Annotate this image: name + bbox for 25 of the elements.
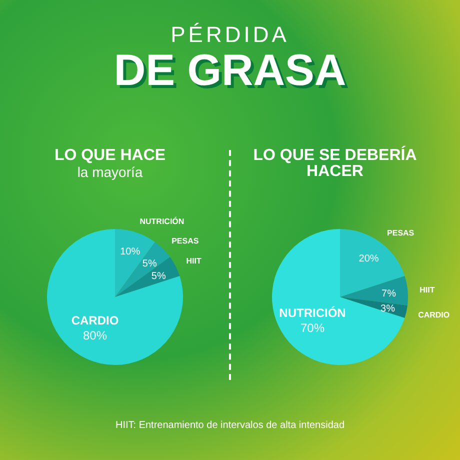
data-label: 80% bbox=[83, 328, 108, 343]
chart-title: LO QUE SE DEBERÍA HACER bbox=[252, 147, 418, 180]
slice-label: NUTRICIÓN bbox=[279, 306, 346, 320]
chart-title: LO QUE HACE bbox=[53, 147, 167, 164]
data-label: 5% bbox=[142, 258, 157, 270]
text: DE GRASA bbox=[112, 46, 348, 96]
slice-label: NUTRICIÓN bbox=[140, 216, 184, 226]
slice-label: HIIT bbox=[420, 285, 435, 294]
pie-slice bbox=[115, 242, 170, 297]
pie-slice bbox=[115, 257, 180, 297]
slice-label: PESAS bbox=[172, 236, 200, 246]
slice-label: CARDIO bbox=[418, 310, 450, 320]
data-label: 20% bbox=[358, 253, 379, 264]
data-label: 5% bbox=[151, 270, 166, 282]
data-label: 7% bbox=[382, 288, 396, 300]
data-label: 3% bbox=[380, 304, 396, 315]
slice-label: HIIT bbox=[186, 256, 202, 266]
slice-label: CARDIO bbox=[71, 314, 119, 328]
text: HIIT: Entrenamiento de intervalos de alta intensidad bbox=[114, 420, 346, 431]
data-label: 70% bbox=[300, 320, 325, 335]
data-label: 10% bbox=[120, 246, 140, 258]
slice-label: PESAS bbox=[387, 228, 415, 238]
text: PÉRDIDA bbox=[170, 22, 290, 48]
pie-slice bbox=[340, 276, 408, 306]
chart-subtitle: la mayoría bbox=[76, 164, 144, 180]
